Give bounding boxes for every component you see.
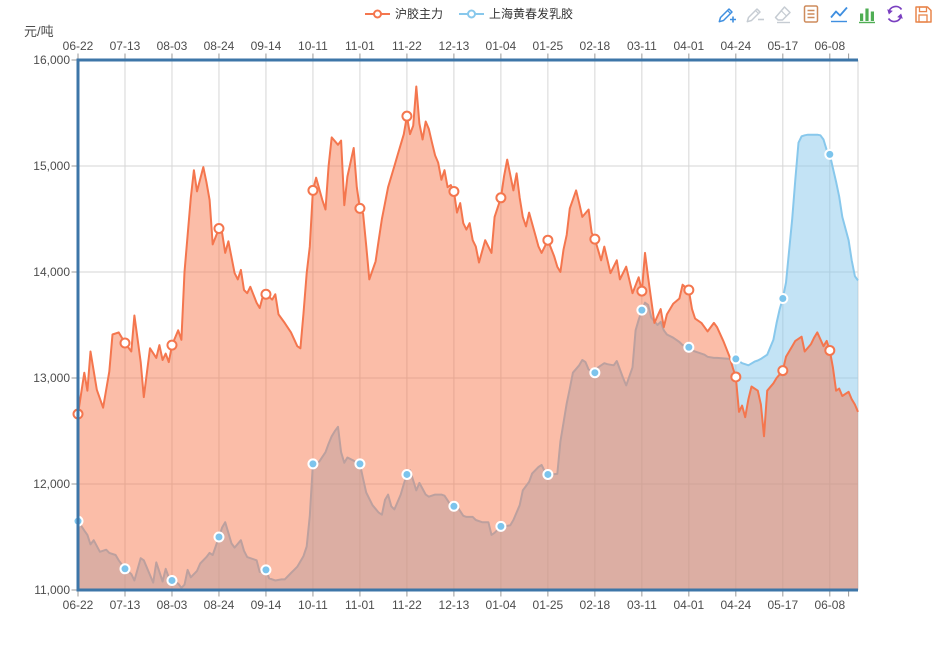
chart-toolbar [716, 3, 934, 25]
x-axis-label-bottom: 11-22 [392, 598, 422, 612]
x-axis-label-top: 08-03 [157, 39, 188, 53]
data-point-上海黄春发乳胶[interactable] [260, 564, 272, 576]
data-point-沪胶主力[interactable] [777, 365, 789, 377]
data-point-沪胶主力[interactable] [495, 192, 507, 204]
data-point-沪胶主力[interactable] [824, 344, 836, 356]
data-point-上海黄春发乳胶[interactable] [730, 353, 742, 365]
clear-mark-icon[interactable] [772, 3, 794, 25]
x-axis-label-top: 04-01 [673, 39, 704, 53]
line-marker-icon [364, 8, 390, 20]
data-point-沪胶主力[interactable] [354, 202, 366, 214]
y-axis-label: 16,000 [33, 53, 70, 67]
y-axis-label: 15,000 [33, 159, 70, 173]
data-point-沪胶主力[interactable] [307, 184, 319, 196]
x-axis-label-bottom: 08-24 [204, 598, 235, 612]
chart-legend: 沪胶主力 上海黄春发乳胶 [0, 5, 938, 22]
data-point-上海黄春发乳胶[interactable] [119, 563, 131, 575]
x-axis-label-top: 01-25 [533, 39, 564, 53]
data-point-上海黄春发乳胶[interactable] [495, 520, 507, 532]
y-axis-label: 12,000 [33, 477, 70, 491]
legend-label: 上海黄春发乳胶 [489, 7, 574, 21]
delete-mark-icon[interactable] [744, 3, 766, 25]
legend-item-shanghai-huangchunfa-latex[interactable]: 上海黄春发乳胶 [459, 5, 573, 22]
data-point-沪胶主力[interactable] [260, 288, 272, 300]
data-point-沪胶主力[interactable] [119, 337, 131, 349]
x-axis-label-top: 09-14 [251, 39, 282, 53]
x-axis-label-bottom: 04-01 [673, 598, 704, 612]
x-axis-label-top: 03-11 [627, 39, 657, 53]
x-axis-label-bottom: 06-08 [814, 598, 845, 612]
x-axis-label-bottom: 12-13 [439, 598, 470, 612]
data-point-上海黄春发乳胶[interactable] [401, 468, 413, 480]
x-axis-label-top: 08-24 [204, 39, 235, 53]
data-point-沪胶主力[interactable] [730, 371, 742, 383]
y-axis-label: 13,000 [33, 371, 70, 385]
x-axis-label-top: 07-13 [110, 39, 141, 53]
data-point-沪胶主力[interactable] [213, 223, 225, 235]
x-axis-label-top: 12-13 [439, 39, 470, 53]
series-area-沪胶主力 [78, 86, 858, 590]
y-axis-label: 14,000 [33, 265, 70, 279]
series-line-上海黄春发乳胶 [77, 133, 859, 589]
x-axis-label-top: 01-04 [486, 39, 517, 53]
data-point-沪胶主力[interactable] [542, 234, 554, 246]
data-point-沪胶主力[interactable] [401, 110, 413, 122]
data-point-上海黄春发乳胶[interactable] [824, 148, 836, 160]
x-axis-label-bottom: 09-14 [251, 598, 282, 612]
y-axis-label: 11,000 [34, 583, 70, 597]
x-axis-label-bottom: 05-17 [767, 598, 798, 612]
x-axis-label-bottom: 08-03 [157, 598, 188, 612]
x-axis-label-top: 05-17 [767, 39, 798, 53]
data-point-沪胶主力[interactable] [589, 233, 601, 245]
x-axis-label-bottom: 01-04 [486, 598, 517, 612]
data-view-icon[interactable] [800, 3, 822, 25]
data-point-上海黄春发乳胶[interactable] [166, 574, 178, 586]
x-axis-label-bottom: 07-13 [110, 598, 141, 612]
x-axis-label-top: 02-18 [580, 39, 611, 53]
data-point-沪胶主力[interactable] [636, 285, 648, 297]
x-axis-label-bottom: 01-25 [533, 598, 564, 612]
x-axis-label-bottom: 04-24 [720, 598, 751, 612]
line-chart-icon[interactable] [828, 3, 850, 25]
bar-chart-icon[interactable] [856, 3, 878, 25]
data-point-上海黄春发乳胶[interactable] [589, 367, 601, 379]
data-point-沪胶主力[interactable] [683, 284, 695, 296]
legend-item-shanghai-rubber-main[interactable]: 沪胶主力 [364, 5, 443, 22]
legend-label: 沪胶主力 [394, 7, 443, 21]
data-point-上海黄春发乳胶[interactable] [636, 304, 648, 316]
data-point-上海黄春发乳胶[interactable] [307, 458, 319, 470]
x-axis-label-top: 11-22 [392, 39, 422, 53]
save-image-icon[interactable] [912, 3, 934, 25]
data-point-沪胶主力[interactable] [166, 339, 178, 351]
x-axis-label-bottom: 06-22 [63, 598, 94, 612]
add-mark-icon[interactable] [716, 3, 738, 25]
data-point-上海黄春发乳胶[interactable] [448, 500, 460, 512]
x-axis-label-top: 11-01 [345, 39, 375, 53]
x-axis-label-bottom: 02-18 [580, 598, 611, 612]
x-axis-label-top: 06-22 [63, 39, 94, 53]
data-point-上海黄春发乳胶[interactable] [683, 341, 695, 353]
x-axis-label-bottom: 10-11 [298, 598, 328, 612]
x-axis-label-top: 06-08 [814, 39, 845, 53]
x-axis-label-bottom: 11-01 [345, 598, 375, 612]
data-point-上海黄春发乳胶[interactable] [354, 458, 366, 470]
data-point-沪胶主力[interactable] [448, 185, 460, 197]
data-point-上海黄春发乳胶[interactable] [542, 468, 554, 480]
x-axis-label-top: 04-24 [720, 39, 751, 53]
series-area-上海黄春发乳胶 [78, 134, 858, 590]
y-axis-title: 元/吨 [24, 24, 54, 39]
refresh-icon[interactable] [884, 3, 906, 25]
line-marker-icon [459, 8, 484, 20]
data-point-上海黄春发乳胶[interactable] [777, 293, 789, 304]
x-axis-label-bottom: 03-11 [627, 598, 657, 612]
data-point-上海黄春发乳胶[interactable] [213, 531, 225, 543]
x-axis-label-top: 10-11 [298, 39, 328, 53]
